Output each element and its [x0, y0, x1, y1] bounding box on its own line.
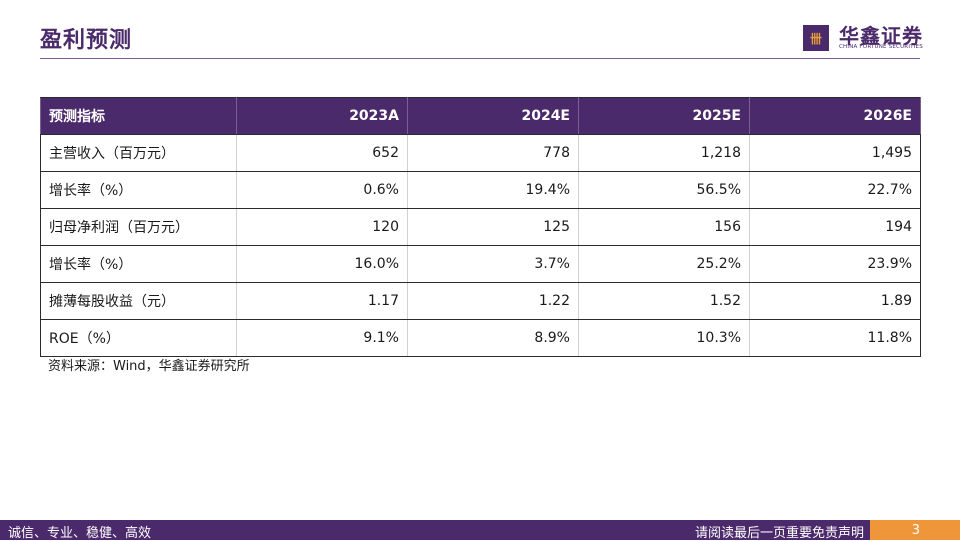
table-cell: 8.9% [407, 319, 579, 357]
row-label: 摊薄每股收益（元） [40, 282, 237, 320]
row-label: 主营收入（百万元） [40, 134, 237, 172]
table-row: 摊薄每股收益（元） 1.17 1.22 1.52 1.89 [40, 282, 921, 320]
table-row: 增长率（%） 16.0% 3.7% 25.2% 23.9% [40, 245, 921, 283]
table-cell: 19.4% [407, 171, 579, 209]
footer-bar: 诚信、专业、稳健、高效 请阅读最后一页重要免责声明 3 [0, 520, 960, 541]
title-divider [40, 58, 920, 59]
table-cell: 25.2% [578, 245, 750, 283]
table-cell: 1.22 [407, 282, 579, 320]
table-cell: 3.7% [407, 245, 579, 283]
table-cell: 56.5% [578, 171, 750, 209]
forecast-table: 预测指标 2023A 2024E 2025E 2026E 主营收入（百万元） 6… [40, 97, 921, 357]
company-logo: 卌 [803, 25, 829, 51]
brand-name: 华鑫证券 [839, 24, 923, 48]
table-cell: 10.3% [578, 319, 750, 357]
row-label: 归母净利润（百万元） [40, 208, 237, 246]
page-title: 盈利预测 [40, 28, 133, 53]
brand-english-name: CHINA FORTUNE SECURITIES [839, 44, 923, 50]
brand-block: 卌 华鑫证券 CHINA FORTUNE SECURITIES [803, 20, 923, 54]
table-cell: 9.1% [236, 319, 408, 357]
table-cell: 22.7% [749, 171, 921, 209]
table-cell: 125 [407, 208, 579, 246]
table-row: 归母净利润（百万元） 120 125 156 194 [40, 208, 921, 246]
table-cell: 652 [236, 134, 408, 172]
table-row: 增长率（%） 0.6% 19.4% 56.5% 22.7% [40, 171, 921, 209]
page-number: 3 [870, 520, 960, 540]
table-row: ROE（%） 9.1% 8.9% 10.3% 11.8% [40, 319, 921, 357]
table-cell: 1,218 [578, 134, 750, 172]
table-cell: 1.17 [236, 282, 408, 320]
row-label: 增长率（%） [40, 171, 237, 209]
table-cell: 156 [578, 208, 750, 246]
column-header: 2024E [407, 97, 579, 135]
table-cell: 1.89 [749, 282, 921, 320]
table-cell: 11.8% [749, 319, 921, 357]
footer-slogan: 诚信、专业、稳健、高效 [8, 526, 152, 541]
row-label: ROE（%） [40, 319, 237, 357]
row-label: 增长率（%） [40, 245, 237, 283]
table-header-row: 预测指标 2023A 2024E 2025E 2026E [40, 97, 921, 135]
disclaimer-notice: 请阅读最后一页重要免责声明 [694, 526, 864, 541]
table-cell: 16.0% [236, 245, 408, 283]
source-note: 资料来源：Wind，华鑫证券研究所 [48, 359, 250, 374]
table-cell: 194 [749, 208, 921, 246]
column-header: 2026E [749, 97, 921, 135]
column-header: 2025E [578, 97, 750, 135]
table-cell: 23.9% [749, 245, 921, 283]
table-cell: 0.6% [236, 171, 408, 209]
column-header: 预测指标 [40, 97, 237, 135]
column-header: 2023A [236, 97, 408, 135]
table-cell: 120 [236, 208, 408, 246]
table-cell: 1,495 [749, 134, 921, 172]
table-cell: 1.52 [578, 282, 750, 320]
table-row: 主营收入（百万元） 652 778 1,218 1,495 [40, 134, 921, 172]
table-cell: 778 [407, 134, 579, 172]
